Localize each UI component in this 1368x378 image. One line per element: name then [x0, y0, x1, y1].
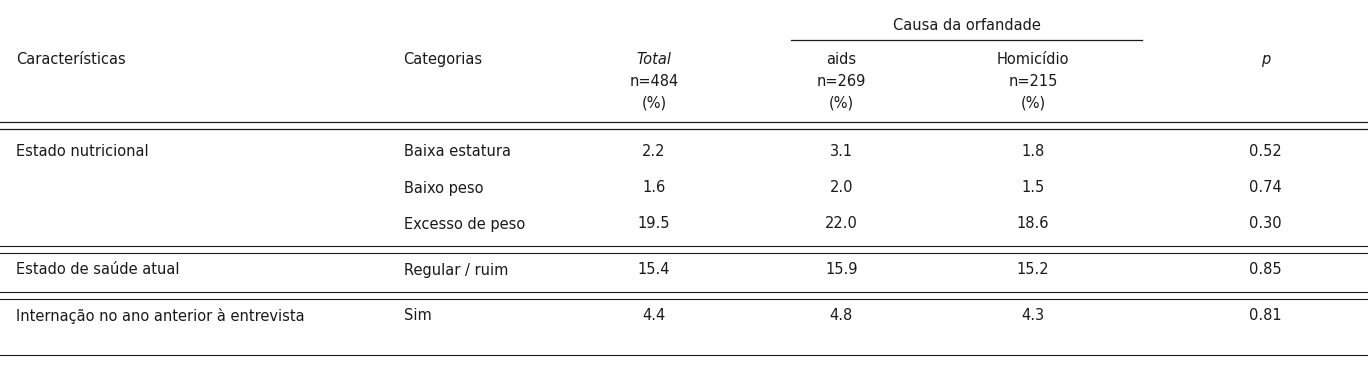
Text: 18.6: 18.6: [1016, 217, 1049, 231]
Text: 22.0: 22.0: [825, 217, 858, 231]
Text: aids: aids: [826, 52, 856, 67]
Text: Homicídio: Homicídio: [997, 52, 1068, 67]
Text: Sim: Sim: [404, 308, 431, 324]
Text: 19.5: 19.5: [637, 217, 670, 231]
Text: 0.81: 0.81: [1249, 308, 1282, 324]
Text: Total: Total: [636, 52, 672, 67]
Text: 2.0: 2.0: [829, 181, 854, 195]
Text: 15.2: 15.2: [1016, 262, 1049, 277]
Text: Internação no ano anterior à entrevista: Internação no ano anterior à entrevista: [16, 308, 305, 324]
Text: Baixo peso: Baixo peso: [404, 181, 483, 195]
Text: 4.4: 4.4: [643, 308, 665, 324]
Text: 2.2: 2.2: [642, 144, 666, 160]
Text: 1.8: 1.8: [1022, 144, 1044, 160]
Text: p: p: [1261, 52, 1270, 67]
Text: Regular / ruim: Regular / ruim: [404, 262, 508, 277]
Text: Baixa estatura: Baixa estatura: [404, 144, 510, 160]
Text: 15.4: 15.4: [637, 262, 670, 277]
Text: (%): (%): [1021, 96, 1045, 111]
Text: 15.9: 15.9: [825, 262, 858, 277]
Text: Características: Características: [16, 52, 126, 67]
Text: 3.1: 3.1: [830, 144, 852, 160]
Text: (%): (%): [642, 96, 666, 111]
Text: Categorias: Categorias: [404, 52, 483, 67]
Text: n=484: n=484: [629, 74, 679, 89]
Text: 1.6: 1.6: [643, 181, 665, 195]
Text: Estado nutricional: Estado nutricional: [16, 144, 149, 160]
Text: 0.52: 0.52: [1249, 144, 1282, 160]
Text: n=269: n=269: [817, 74, 866, 89]
Text: n=215: n=215: [1008, 74, 1057, 89]
Text: 1.5: 1.5: [1022, 181, 1044, 195]
Text: Causa da orfandade: Causa da orfandade: [892, 18, 1041, 33]
Text: 4.3: 4.3: [1022, 308, 1044, 324]
Text: Excesso de peso: Excesso de peso: [404, 217, 525, 231]
Text: 0.74: 0.74: [1249, 181, 1282, 195]
Text: 0.85: 0.85: [1249, 262, 1282, 277]
Text: (%): (%): [829, 96, 854, 111]
Text: Estado de saúde atual: Estado de saúde atual: [16, 262, 181, 277]
Text: 4.8: 4.8: [830, 308, 852, 324]
Text: 0.30: 0.30: [1249, 217, 1282, 231]
